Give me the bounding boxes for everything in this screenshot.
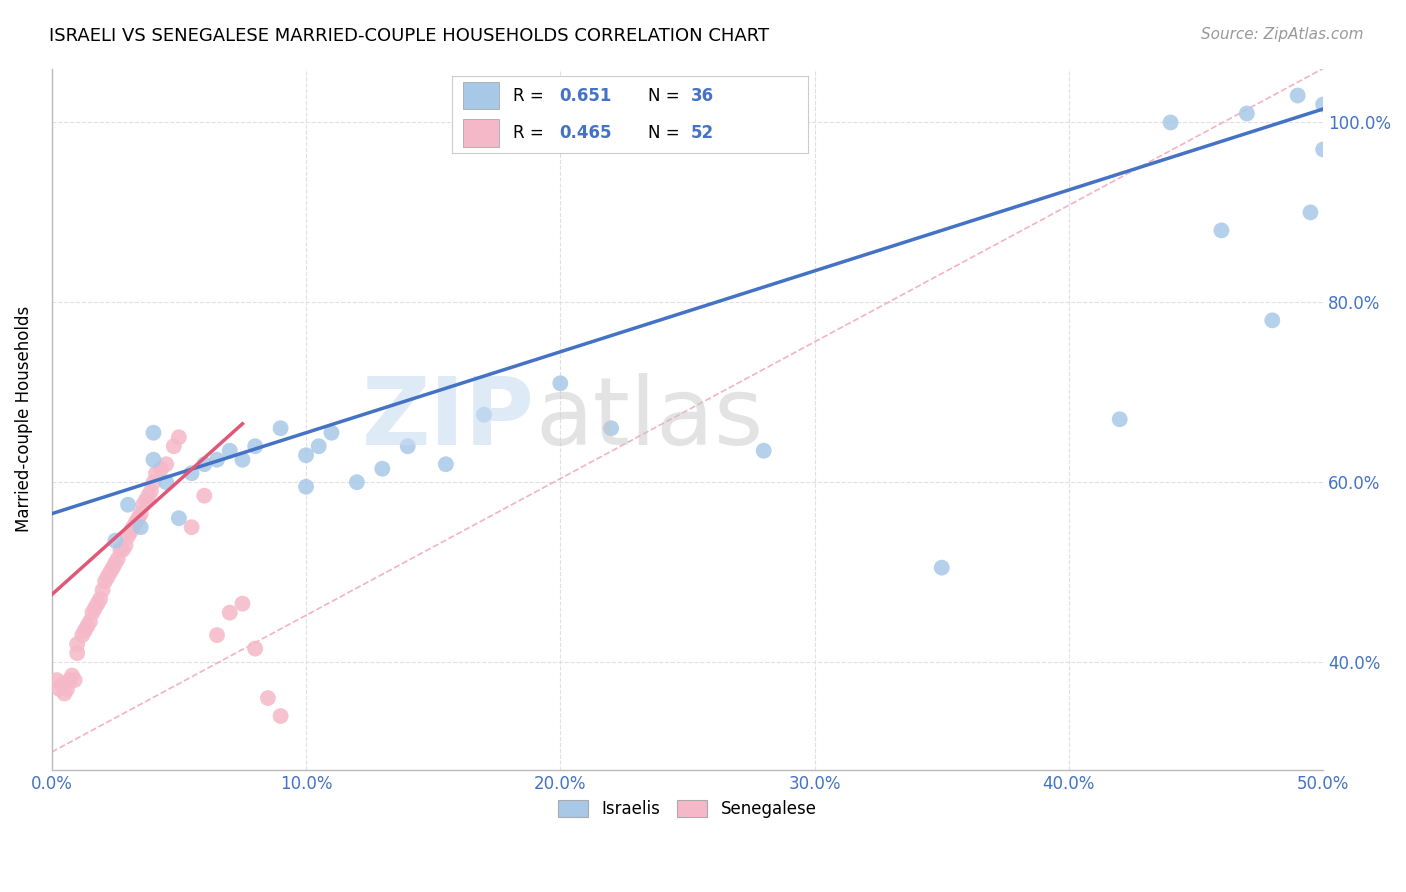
Point [122, 520, 145, 534]
Point [295, 480, 318, 494]
Point [124, 516, 146, 530]
Point [1236, 106, 1258, 120]
Point [101, 560, 124, 574]
Point [56, 681, 79, 696]
Point [66, 637, 89, 651]
Point [218, 443, 240, 458]
Point [129, 520, 152, 534]
Point [205, 452, 228, 467]
Point [73, 624, 96, 638]
Point [371, 461, 394, 475]
Point [270, 709, 292, 723]
Text: Source: ZipAtlas.com: Source: ZipAtlas.com [1201, 27, 1364, 42]
Point [94, 574, 117, 589]
Point [218, 606, 240, 620]
Point [180, 467, 202, 481]
Point [72, 628, 94, 642]
Point [97, 569, 120, 583]
Point [142, 475, 165, 490]
Point [142, 452, 165, 467]
Point [295, 448, 318, 462]
Text: ZIP: ZIP [361, 373, 534, 466]
Point [231, 597, 253, 611]
Y-axis label: Married-couple Households: Married-couple Households [15, 306, 32, 533]
Point [155, 457, 177, 471]
Point [155, 475, 177, 490]
Point [66, 646, 89, 660]
Point [257, 691, 280, 706]
Point [205, 628, 228, 642]
Point [1261, 313, 1284, 327]
Point [1160, 115, 1182, 129]
Point [1108, 412, 1130, 426]
Point [1312, 97, 1334, 112]
Point [60, 668, 83, 682]
Point [104, 533, 127, 548]
Point [193, 457, 215, 471]
Point [58, 673, 80, 687]
Point [1312, 143, 1334, 157]
Point [308, 439, 330, 453]
Point [180, 520, 202, 534]
Point [150, 461, 173, 475]
Point [117, 529, 139, 543]
Point [346, 475, 368, 490]
Point [53, 687, 76, 701]
Point [321, 425, 343, 440]
Point [1211, 223, 1233, 237]
Point [98, 565, 121, 579]
Point [1286, 88, 1309, 103]
Point [91, 583, 114, 598]
Point [396, 439, 419, 453]
Point [117, 498, 139, 512]
Point [104, 556, 127, 570]
Point [84, 601, 107, 615]
Point [135, 493, 157, 508]
Point [120, 524, 142, 539]
Text: atlas: atlas [534, 373, 763, 466]
Point [89, 592, 111, 607]
Point [45, 673, 67, 687]
Point [270, 421, 292, 435]
Point [472, 408, 495, 422]
Point [110, 542, 132, 557]
Point [82, 606, 104, 620]
Point [107, 551, 129, 566]
Point [76, 619, 98, 633]
Point [86, 597, 108, 611]
Point [114, 538, 136, 552]
Point [231, 452, 253, 467]
Point [752, 443, 775, 458]
Point [48, 681, 70, 696]
Point [138, 489, 160, 503]
Point [132, 498, 155, 512]
Point [434, 457, 457, 471]
Legend: Israelis, Senegalese: Israelis, Senegalese [551, 793, 824, 825]
Point [163, 439, 186, 453]
Point [167, 511, 190, 525]
Point [127, 511, 149, 525]
Point [931, 560, 953, 574]
Point [142, 425, 165, 440]
Point [600, 421, 623, 435]
Point [129, 507, 152, 521]
Point [111, 542, 134, 557]
Point [550, 376, 572, 391]
Point [1299, 205, 1322, 219]
Point [243, 641, 266, 656]
Point [193, 489, 215, 503]
Point [79, 615, 101, 629]
Point [139, 484, 162, 499]
Point [145, 467, 167, 481]
Point [51, 677, 73, 691]
Point [167, 430, 190, 444]
Point [63, 673, 86, 687]
Point [243, 439, 266, 453]
Text: ISRAELI VS SENEGALESE MARRIED-COUPLE HOUSEHOLDS CORRELATION CHART: ISRAELI VS SENEGALESE MARRIED-COUPLE HOU… [49, 27, 769, 45]
